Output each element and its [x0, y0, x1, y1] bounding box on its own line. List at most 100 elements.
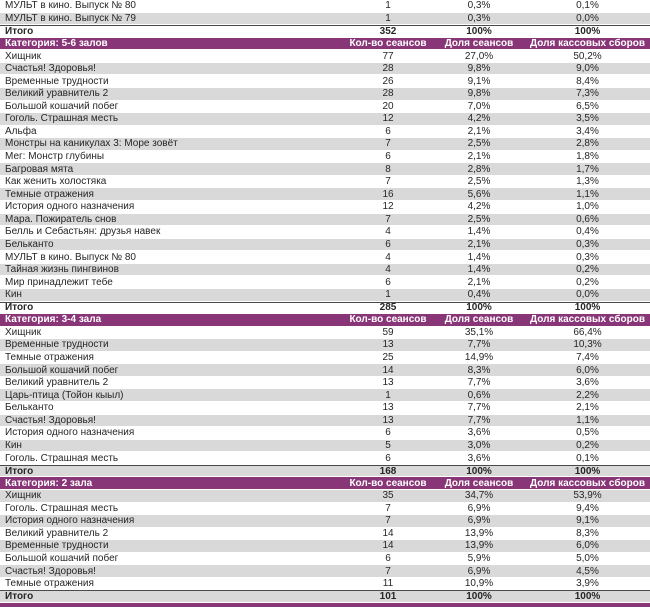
boxoffice-share: 0,0%: [576, 12, 599, 24]
sessions-count: 14: [382, 364, 394, 376]
sessions-share: 2,5%: [467, 176, 491, 188]
movie-title: Как женить холостяка: [5, 176, 107, 188]
movie-title: Хищник: [5, 326, 41, 338]
movie-title: МУЛЬТ в кино. Выпуск № 79: [5, 12, 136, 24]
sessions-share: 9,8%: [467, 88, 491, 100]
column-header: Кол-во сеансов: [349, 37, 427, 49]
table-row: Темные отражения 25 14,9% 7,4%: [0, 351, 650, 365]
sessions-count: 77: [382, 50, 394, 62]
sessions-share: 9,8%: [467, 63, 491, 75]
sessions-count: 6: [385, 427, 391, 439]
table-row: Бельканто 6 2,1% 0,3%: [0, 238, 650, 252]
table-row: Временные трудности 14 13,9% 6,0%: [0, 540, 650, 553]
sessions-share: 7,7%: [467, 414, 491, 426]
sessions-share: 2,1%: [467, 276, 491, 288]
sessions-count: 12: [382, 113, 394, 125]
sessions-share: 1,4%: [467, 251, 491, 263]
table-row: Большой кошачий побег 14 8,3% 6,0%: [0, 364, 650, 377]
boxoffice-share: 3,6%: [576, 377, 599, 389]
boxoffice-share: 8,4%: [576, 75, 599, 87]
total-row: Итого 352 100% 100%: [0, 25, 650, 38]
table-row: Бельканто 13 7,7% 2,1%: [0, 402, 650, 415]
sessions-share: 2,1%: [467, 238, 491, 250]
category-label: Категория: 3-4 зала: [5, 314, 102, 326]
movie-title: Временные трудности: [5, 75, 109, 87]
boxoffice-share: 2,2%: [576, 389, 599, 401]
sessions-count: 28: [382, 88, 394, 100]
total-sessions-share: 100%: [466, 465, 492, 477]
movie-title: Счастья! Здоровья!: [5, 414, 96, 426]
movie-title: Мара. Пожиратель снов: [5, 213, 117, 225]
movie-title: История одного назначения: [5, 427, 135, 439]
sessions-share: 0,3%: [467, 12, 491, 24]
total-sessions-count: 352: [379, 25, 397, 37]
boxoffice-share: 0,3%: [576, 251, 599, 263]
sessions-share: 4,2%: [467, 201, 491, 213]
sessions-share: 1,4%: [467, 226, 491, 238]
boxoffice-share: 1,3%: [576, 176, 599, 188]
sessions-count: 6: [385, 125, 391, 137]
sessions-count: 7: [385, 565, 391, 577]
boxoffice-share: 1,7%: [576, 163, 599, 175]
category-header-row: Категория: 5-6 залов Кол-во сеансов Доля с…: [0, 37, 650, 51]
boxoffice-share: 1,8%: [576, 151, 599, 163]
sessions-count: 6: [385, 452, 391, 464]
sessions-count: 14: [382, 527, 394, 539]
sessions-count: 6: [385, 553, 391, 565]
sessions-share: 2,8%: [467, 163, 491, 175]
total-label: Итого: [5, 465, 34, 477]
sessions-count: 4: [385, 264, 391, 276]
boxoffice-share: 10,3%: [573, 339, 602, 351]
boxoffice-share: 7,3%: [576, 88, 599, 100]
sessions-share: 5,6%: [467, 188, 491, 200]
sessions-count: 59: [382, 326, 394, 338]
table-row: Темные отражения 11 10,9% 3,9%: [0, 577, 650, 591]
sessions-share: 2,1%: [467, 151, 491, 163]
boxoffice-share: 9,1%: [576, 515, 599, 527]
sessions-count: 7: [385, 502, 391, 514]
movie-title: Счастья! Здоровья!: [5, 565, 96, 577]
movie-title: Бельканто: [5, 238, 54, 250]
sessions-share: 6,9%: [467, 565, 491, 577]
boxoffice-share: 7,4%: [576, 352, 599, 364]
table-row: Мег: Монстр глубины 6 2,1% 1,8%: [0, 150, 650, 164]
boxoffice-share: 3,4%: [576, 125, 599, 137]
sessions-share: 7,7%: [467, 402, 491, 414]
boxoffice-share: 3,9%: [576, 578, 599, 590]
boxoffice-share: 6,5%: [576, 100, 599, 112]
movie-title: Хищник: [5, 490, 41, 502]
sessions-count: 14: [382, 540, 394, 552]
table-row: Кин 5 3,0% 0,2%: [0, 439, 650, 453]
table-row: Темные отражения 16 5,6% 1,1%: [0, 188, 650, 201]
table-row: История одного назначения 12 4,2% 1,0%: [0, 201, 650, 214]
category-header-row: Категория: 2 зала Кол-во сеансов Доля сеан…: [0, 477, 650, 490]
movie-title: Бельканто: [5, 402, 54, 414]
sessions-count: 25: [382, 352, 394, 364]
column-header: Доля сеансов: [444, 314, 514, 326]
sessions-count: 12: [382, 201, 394, 213]
movie-title: Темные отражения: [5, 578, 94, 590]
table-row: Монстры на каникулах 3: Море зовёт 7 2,5% 2…: [0, 138, 650, 151]
category-label: Категория: 2 зала: [5, 477, 93, 489]
sessions-count: 11: [382, 578, 394, 590]
movie-title: Монстры на каникулах 3: Море зовёт: [5, 138, 178, 150]
sessions-share: 8,3%: [467, 364, 491, 376]
sessions-share: 0,4%: [467, 289, 491, 301]
table-row: Счастья! Здоровья! 13 7,7% 1,1%: [0, 414, 650, 428]
total-sessions-count: 168: [379, 465, 397, 477]
table-row: Мир принадлежит тебе 6 2,1% 0,2%: [0, 276, 650, 289]
movie-title: МУЛЬТ в кино. Выпуск № 80: [5, 0, 136, 12]
table-row: Гоголь. Страшная месть 6 3,6% 0,1%: [0, 452, 650, 465]
category-label: Категория: 5-6 залов: [5, 37, 108, 49]
boxoffice-share: 53,9%: [573, 490, 602, 502]
sessions-share: 2,1%: [467, 125, 491, 137]
movie-title: Большой кошачий побег: [5, 100, 119, 112]
movie-title: Темные отражения: [5, 188, 94, 200]
movie-title: История одного назначения: [5, 515, 135, 527]
sessions-share: 27,0%: [464, 50, 494, 62]
movie-title: Кин: [5, 289, 22, 301]
boxoffice-share: 9,4%: [576, 502, 599, 514]
movie-title: История одного назначения: [5, 201, 135, 213]
total-label: Итого: [5, 25, 34, 37]
